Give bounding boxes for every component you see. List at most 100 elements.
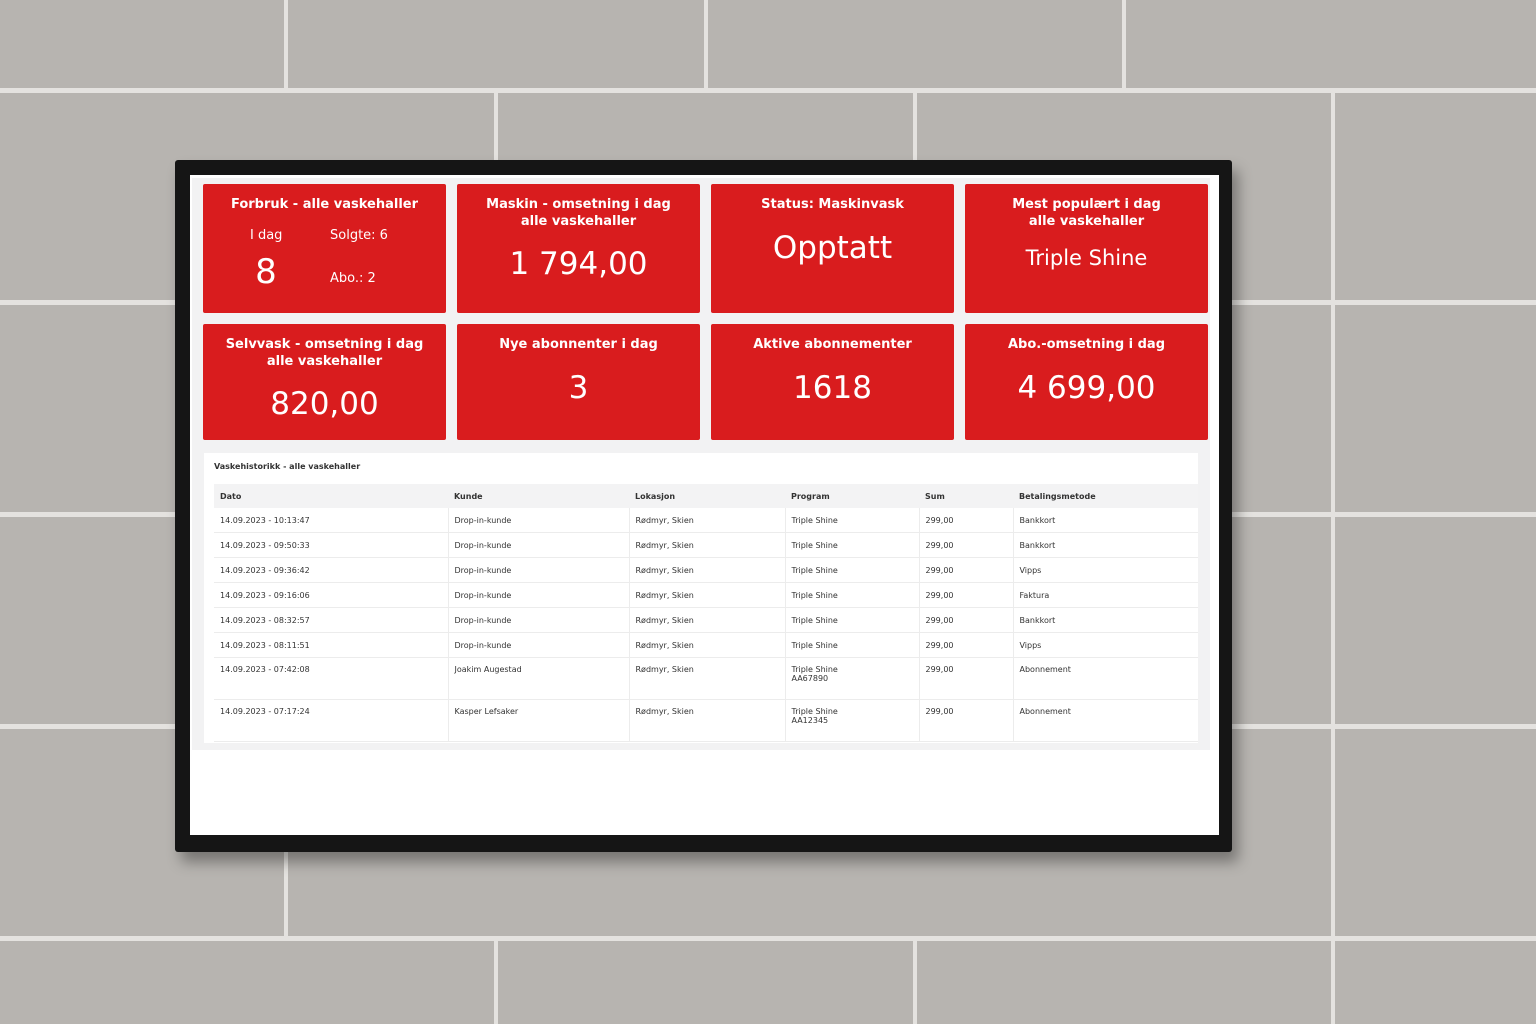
history-title: Vaskehistorikk - alle vaskehaller <box>214 462 361 471</box>
table-row: 14.09.2023 - 08:11:51 Drop-in-kunde Rødm… <box>214 632 1198 658</box>
today-label: I dag <box>250 228 283 243</box>
cell-dato: 14.09.2023 - 09:16:06 <box>214 582 449 608</box>
tile-grout <box>1331 729 1335 941</box>
table-row: 14.09.2023 - 10:13:47 Drop-in-kunde Rødm… <box>214 508 1198 533</box>
cell-kunde: Joakim Augestad <box>448 657 630 700</box>
cell-dato: 14.09.2023 - 08:11:51 <box>214 632 449 658</box>
abo-count: Abo.: 2 <box>330 271 376 286</box>
card-title: Nye abonnenter i dag <box>499 337 658 352</box>
card-value: 1618 <box>793 370 872 406</box>
program-name: Triple Shine <box>791 665 838 674</box>
cell-sum: 299,00 <box>919 557 1014 583</box>
wall-monitor: Forbruk - alle vaskehaller I dag Solgte:… <box>175 160 1232 852</box>
column-header-betalingsmetode[interactable]: Betalingsmetode <box>1013 484 1198 508</box>
card-status-maskinvask: Status: Maskinvask Opptatt <box>711 184 954 313</box>
cell-betaling: Faktura <box>1013 582 1198 608</box>
cell-program: Triple Shine <box>785 532 920 558</box>
cell-betaling: Abonnement <box>1013 699 1198 742</box>
today-value: 8 <box>255 252 277 292</box>
cell-sum: 299,00 <box>919 607 1014 633</box>
card-value: 820,00 <box>270 386 379 422</box>
tile-grout <box>0 936 1536 941</box>
cell-dato: 14.09.2023 - 09:36:42 <box>214 557 449 583</box>
table-header-row: Dato Kunde Lokasjon Program Sum Betaling… <box>214 484 1198 508</box>
cell-dato: 14.09.2023 - 07:17:24 <box>214 699 449 742</box>
card-title-line1: Selvvask - omsetning i dag <box>225 337 424 352</box>
cell-dato: 14.09.2023 - 08:32:57 <box>214 607 449 633</box>
card-title: Abo.-omsetning i dag <box>1007 337 1166 352</box>
cell-sum: 299,00 <box>919 532 1014 558</box>
status-value: Opptatt <box>772 230 893 266</box>
cell-lokasjon: Rødmyr, Skien <box>629 582 786 608</box>
card-title-line2: alle vaskehaller <box>1028 214 1145 229</box>
card-title: Aktive abonnementer <box>753 337 912 352</box>
cell-program: Triple Shine AA12345 <box>785 699 920 742</box>
column-header-kunde[interactable]: Kunde <box>448 484 629 508</box>
cell-sum: 299,00 <box>919 632 1014 658</box>
cell-lokasjon: Rødmyr, Skien <box>629 607 786 633</box>
cell-lokasjon: Rødmyr, Skien <box>629 657 786 700</box>
subscription-code: AA12345 <box>791 716 829 725</box>
sold-count: Solgte: 6 <box>330 228 388 243</box>
card-value: Triple Shine <box>1025 246 1148 270</box>
tile-grout <box>1331 941 1335 1024</box>
cell-kunde: Drop-in-kunde <box>448 508 630 533</box>
cell-program: Triple Shine <box>785 557 920 583</box>
cell-betaling: Vipps <box>1013 557 1198 583</box>
cell-lokasjon: Rødmyr, Skien <box>629 557 786 583</box>
monitor-screen: Forbruk - alle vaskehaller I dag Solgte:… <box>190 175 1219 835</box>
cell-betaling: Vipps <box>1013 632 1198 658</box>
table-row: 14.09.2023 - 08:32:57 Drop-in-kunde Rødm… <box>214 607 1198 633</box>
card-mest-populaert: Mest populært i dag alle vaskehaller Tri… <box>965 184 1208 313</box>
card-title: Forbruk - alle vaskehaller <box>230 197 419 212</box>
card-title: Status: Maskinvask <box>761 197 904 212</box>
cell-sum: 299,00 <box>919 508 1014 533</box>
cell-program: Triple Shine <box>785 508 920 533</box>
column-header-dato[interactable]: Dato <box>214 484 448 508</box>
card-aktive-abonnementer: Aktive abonnementer 1618 <box>711 324 954 440</box>
card-title-line1: Mest populært i dag <box>1012 197 1161 212</box>
card-selvvask-omsetning: Selvvask - omsetning i dag alle vaskehal… <box>203 324 446 440</box>
cell-lokasjon: Rødmyr, Skien <box>629 508 786 533</box>
cell-dato: 14.09.2023 - 09:50:33 <box>214 532 449 558</box>
dashboard: Forbruk - alle vaskehaller I dag Solgte:… <box>192 178 1210 750</box>
table-row: 14.09.2023 - 07:42:08 Joakim Augestad Rø… <box>214 657 1198 700</box>
column-header-lokasjon[interactable]: Lokasjon <box>629 484 785 508</box>
program-name: Triple Shine <box>791 707 838 716</box>
cell-lokasjon: Rødmyr, Skien <box>629 632 786 658</box>
tile-grout <box>704 0 708 93</box>
column-header-program[interactable]: Program <box>785 484 919 508</box>
tile-grout <box>1122 0 1126 93</box>
wash-history-panel: Vaskehistorikk - alle vaskehaller Dato K… <box>204 453 1198 743</box>
card-nye-abonnenter: Nye abonnenter i dag 3 <box>457 324 700 440</box>
card-title-line2: alle vaskehaller <box>520 214 637 229</box>
card-value: 1 794,00 <box>509 246 648 282</box>
card-title: Maskin - omsetning i dag alle vaskehalle… <box>457 196 700 230</box>
table-row: 14.09.2023 - 07:17:24 Kasper Lefsaker Rø… <box>214 699 1198 742</box>
cell-kunde: Kasper Lefsaker <box>448 699 630 742</box>
card-value: 4 699,00 <box>1017 370 1156 406</box>
tile-grout <box>1331 305 1335 517</box>
tile-grout <box>1331 517 1335 729</box>
card-title-line1: Maskin - omsetning i dag <box>486 197 671 212</box>
cell-kunde: Drop-in-kunde <box>448 607 630 633</box>
subscription-code: AA67890 <box>791 674 829 683</box>
cell-kunde: Drop-in-kunde <box>448 532 630 558</box>
cell-dato: 14.09.2023 - 10:13:47 <box>214 508 449 533</box>
card-forbruk: Forbruk - alle vaskehaller I dag Solgte:… <box>203 184 446 313</box>
cell-betaling: Bankkort <box>1013 508 1198 533</box>
cell-lokasjon: Rødmyr, Skien <box>629 699 786 742</box>
card-title-line2: alle vaskehaller <box>266 354 383 369</box>
column-header-sum[interactable]: Sum <box>919 484 1013 508</box>
cell-sum: 299,00 <box>919 657 1014 700</box>
cell-program: Triple Shine AA67890 <box>785 657 920 700</box>
cell-betaling: Bankkort <box>1013 607 1198 633</box>
card-value: 3 <box>568 370 589 406</box>
cell-betaling: Abonnement <box>1013 657 1198 700</box>
cell-kunde: Drop-in-kunde <box>448 632 630 658</box>
cell-kunde: Drop-in-kunde <box>448 557 630 583</box>
table-row: 14.09.2023 - 09:36:42 Drop-in-kunde Rødm… <box>214 557 1198 583</box>
cell-betaling: Bankkort <box>1013 532 1198 558</box>
cell-dato: 14.09.2023 - 07:42:08 <box>214 657 449 700</box>
cell-sum: 299,00 <box>919 582 1014 608</box>
